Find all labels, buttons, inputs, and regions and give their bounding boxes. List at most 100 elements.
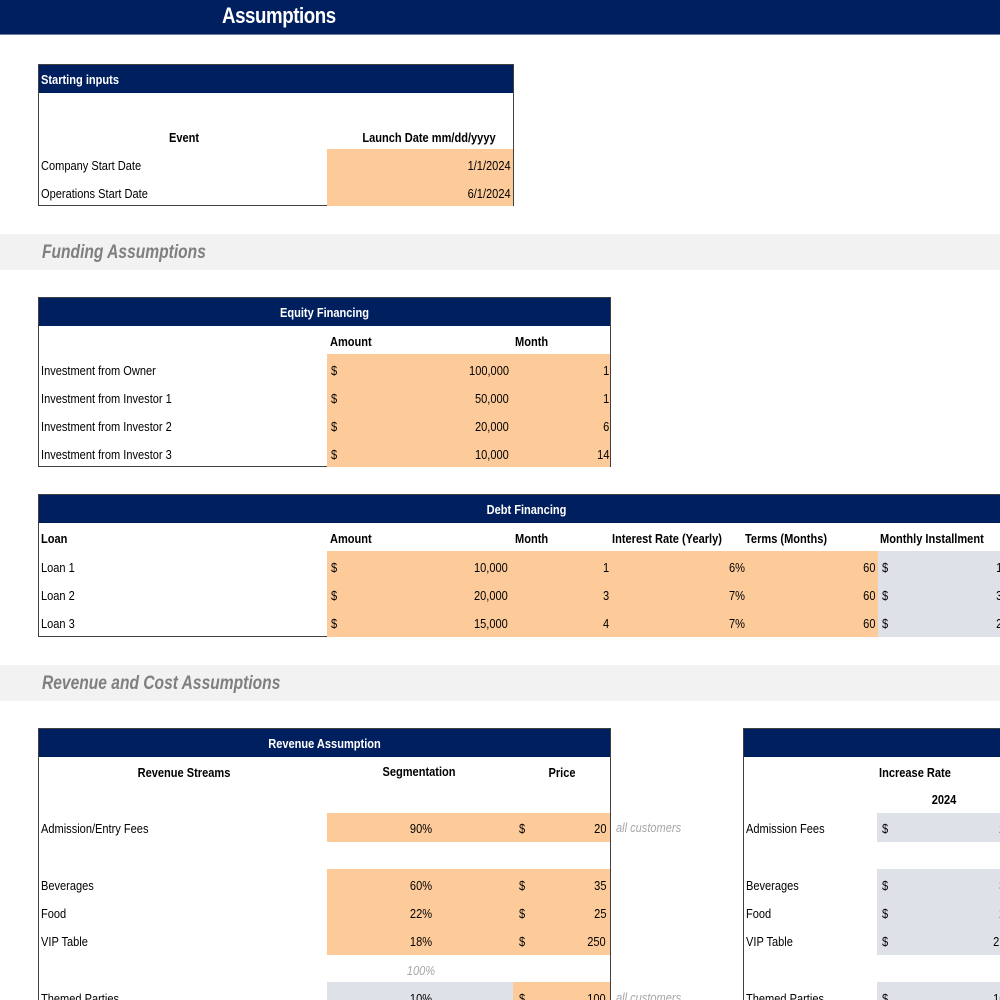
equity-amount-input[interactable]: 20,000 [475,419,509,434]
debt-financing-table: Debt Financing Loan Amount Month Interes… [38,494,1000,637]
currency-symbol: $ [882,616,889,631]
loan-terms-input[interactable]: 60 [862,588,875,603]
col-monthly-installment: Monthly Installment [880,531,984,546]
currency-symbol: $ [331,447,338,462]
equity-header: Equity Financing [39,298,610,326]
row-label: Themed Parties [746,991,825,1000]
col-segmentation: Segmentation [382,764,456,779]
revenue-assumption-table: Revenue Assumption Revenue Streams Segme… [38,728,611,1000]
row-label: Company Start Date [41,158,142,173]
row-label: Loan 1 [41,560,75,575]
currency-symbol: $ [882,588,889,603]
equity-month-input[interactable]: 1 [602,391,609,406]
loan-rate-input[interactable]: 7% [729,588,745,603]
equity-input-fill [327,354,610,467]
loan-month-input[interactable]: 1 [603,560,610,575]
row-label: Investment from Investor 3 [41,447,172,462]
segmentation-input[interactable]: 90% [409,821,433,836]
col-interest-rate: Interest Rate (Yearly) [612,531,722,546]
loan-amount-input[interactable]: 10,000 [474,560,508,575]
loan-terms-input[interactable]: 60 [862,616,875,631]
funding-section-band: Funding Assumptions [0,234,1000,270]
price-input[interactable]: 35 [593,878,606,893]
increase-value: 2 [999,821,1000,836]
row-label: Loan 3 [41,616,75,631]
row-label: Loan 2 [41,588,75,603]
monthly-installment-value: 39 [996,588,1000,603]
price-input[interactable]: 250 [587,934,606,949]
col-loan: Loan [41,531,68,546]
row-label: Investment from Investor 2 [41,419,172,434]
currency-symbol: $ [519,878,526,893]
currency-symbol: $ [882,878,889,893]
segmentation-input[interactable]: 60% [409,878,433,893]
col-launch-date: Launch Date mm/dd/yyyy [362,130,496,145]
operations-start-date-input[interactable]: 6/1/2024 [467,186,511,201]
loan-month-input[interactable]: 3 [603,588,610,603]
loan-rate-input[interactable]: 7% [729,616,745,631]
increase-value: 25 [992,934,1000,949]
row-label: Admission/Entry Fees [41,821,149,836]
loan-amount-input[interactable]: 20,000 [474,588,508,603]
starting-inputs-header: Starting inputs [39,65,513,93]
monthly-installment-value: 29 [996,616,1000,631]
row-label: Investment from Owner [41,363,156,378]
row-label: Admission Fees [746,821,825,836]
row-label: Operations Start Date [41,186,148,201]
currency-symbol: $ [519,991,526,1000]
price-input[interactable]: 100 [587,991,606,1000]
currency-symbol: $ [519,934,526,949]
currency-symbol: $ [882,821,889,836]
admission-input-fill [327,813,610,842]
starting-inputs-title: Starting inputs [41,72,119,87]
debt-input-fill [327,551,878,637]
price-increase-table: Increase Rate 2024 Admission Fees $ 2 Be… [743,728,1000,1000]
row-label: Beverages [41,878,94,893]
increase-value: 3 [999,878,1000,893]
equity-month-input[interactable]: 6 [602,419,609,434]
equity-month-input[interactable]: 14 [596,447,609,462]
row-label: Food [41,906,67,921]
row-label: Beverages [746,878,799,893]
price-input[interactable]: 20 [593,821,606,836]
segmentation-input[interactable]: 22% [409,906,433,921]
equity-amount-input[interactable]: 50,000 [475,391,509,406]
row-label: VIP Table [41,934,88,949]
debt-header: Debt Financing [39,495,1000,523]
currency-symbol: $ [331,616,338,631]
col-month: Month [515,334,549,349]
price-input[interactable]: 25 [593,906,606,921]
currency-symbol: $ [331,560,338,575]
increase-value: 10 [992,991,1000,1000]
equity-amount-input[interactable]: 10,000 [475,447,509,462]
equity-amount-input[interactable]: 100,000 [469,363,509,378]
segmentation-input[interactable]: 18% [409,934,433,949]
loan-amount-input[interactable]: 15,000 [474,616,508,631]
currency-symbol: $ [882,906,889,921]
row-label: VIP Table [746,934,793,949]
col-increase-rate: Increase Rate [879,765,951,780]
increase-fill [877,982,1000,1000]
col-price: Price [548,765,576,780]
equity-month-input[interactable]: 1 [602,363,609,378]
col-terms: Terms (Months) [745,531,828,546]
note-all-customers: all customers [616,820,682,835]
currency-symbol: $ [519,821,526,836]
loan-rate-input[interactable]: 6% [729,560,745,575]
col-year: 2024 [931,792,957,807]
revenue-section-title: Revenue and Cost Assumptions [42,673,281,694]
date-input-fill [327,149,513,206]
currency-symbol: $ [331,419,338,434]
segmentation-total: 100% [406,963,436,978]
currency-symbol: $ [331,363,338,378]
loan-terms-input[interactable]: 60 [862,560,875,575]
company-start-date-input[interactable]: 1/1/2024 [467,158,511,173]
row-label: Themed Parties [41,991,120,1000]
themed-seg-fill [327,982,513,1000]
loan-month-input[interactable]: 4 [603,616,610,631]
monthly-installment-value: 19 [996,560,1000,575]
starting-inputs-table: Starting inputs Event Launch Date mm/dd/… [38,64,514,206]
price-increase-header [744,729,1000,757]
currency-symbol: $ [882,991,889,1000]
row-label: Investment from Investor 1 [41,391,172,406]
